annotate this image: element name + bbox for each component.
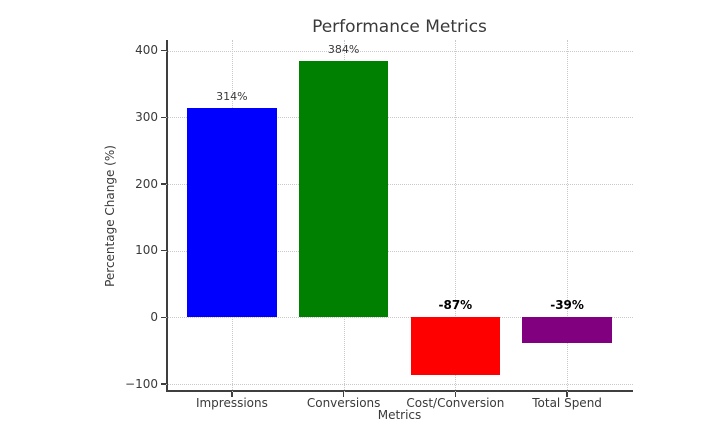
x-tick-mark <box>342 392 345 397</box>
x-tick-label-impressions: Impressions <box>195 396 268 410</box>
gridline-vertical <box>455 40 457 392</box>
gridline-horizontal <box>166 250 633 252</box>
y-tick-label-200: 200 <box>135 176 158 191</box>
bar-value-label-total-spend: -39% <box>550 298 584 313</box>
x-tick-label-conversions: Conversions <box>306 396 381 410</box>
x-tick-mark <box>454 392 457 397</box>
x-tick-label-total-spend: Total Spend <box>532 396 602 410</box>
bar-impressions <box>187 108 277 318</box>
gridline-horizontal <box>166 117 633 119</box>
x-tick-label-cost-conversion: Cost/Conversion <box>406 396 505 410</box>
y-tick-mark <box>161 183 166 185</box>
y-tick-label-100: −100 <box>125 376 158 391</box>
gridline-horizontal <box>166 50 633 52</box>
bar-total-spend <box>522 317 612 344</box>
x-axis-label: Metrics <box>377 408 422 422</box>
gridline-horizontal <box>166 317 633 319</box>
y-tick-label-300: 300 <box>135 109 158 124</box>
bar-conversions <box>298 61 389 318</box>
y-tick-label-100: 100 <box>135 243 158 258</box>
y-axis-label: Percentage Change (%) <box>103 145 117 287</box>
bar-cost-conversion <box>410 317 501 376</box>
y-tick-mark <box>161 49 166 52</box>
x-tick-mark <box>231 392 233 397</box>
bar-value-label-cost-conversion: -87% <box>438 298 473 313</box>
plot-area <box>166 40 633 392</box>
x-tick-mark <box>566 392 568 397</box>
bar-value-label-impressions: 314% <box>216 90 248 103</box>
y-tick-mark <box>161 116 166 119</box>
y-tick-mark <box>161 383 166 385</box>
y-tick-mark <box>161 316 166 319</box>
gridline-vertical <box>567 40 569 392</box>
chart-title: Performance Metrics <box>312 17 487 37</box>
gridline-horizontal <box>166 384 633 385</box>
y-tick-mark <box>161 249 166 252</box>
gridline-horizontal <box>166 184 633 185</box>
bar-value-label-conversions: 384% <box>327 43 360 57</box>
y-tick-label-400: 400 <box>135 43 158 58</box>
y-tick-label-0: 0 <box>150 309 158 324</box>
